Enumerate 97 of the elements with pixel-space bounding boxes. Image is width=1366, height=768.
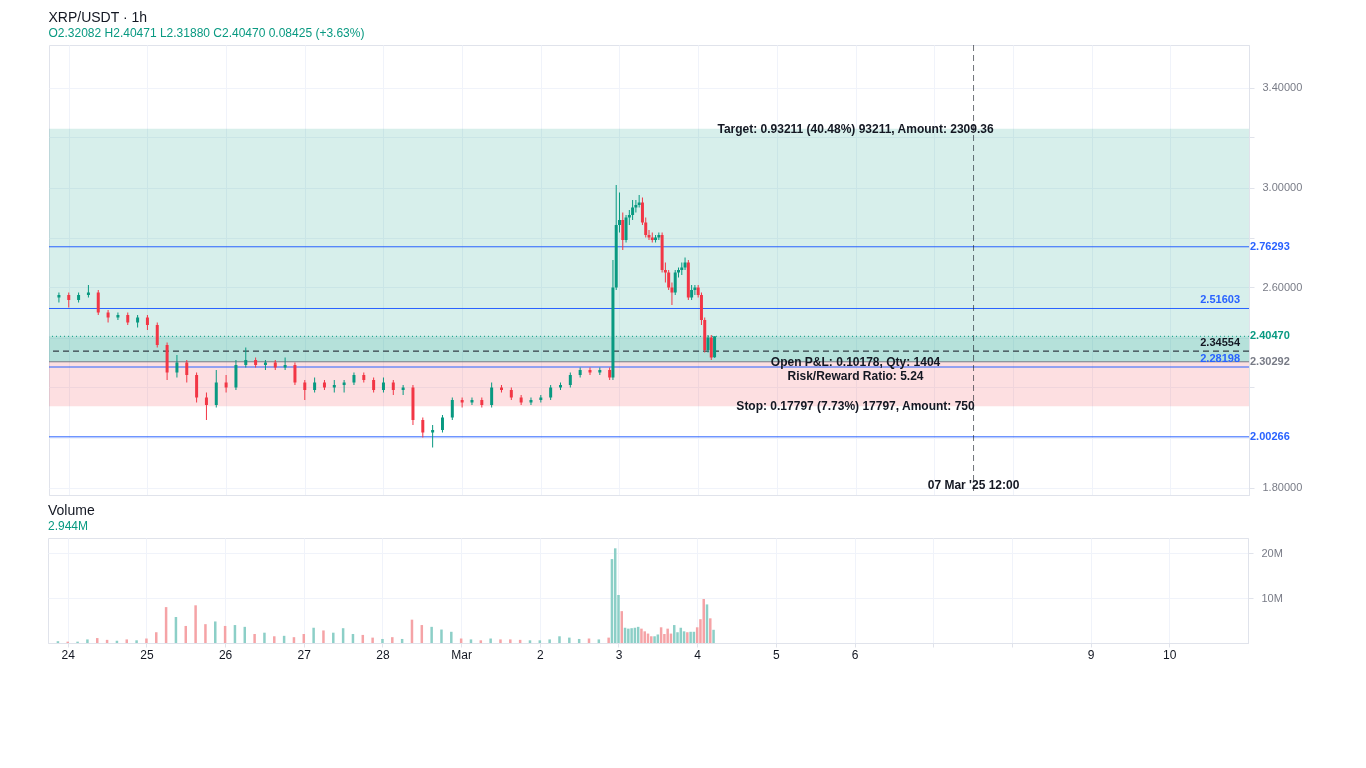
- candlestick: [303, 379, 307, 401]
- bar: [381, 638, 384, 643]
- bar: [440, 629, 443, 643]
- x-tick-label: 10: [1163, 647, 1177, 662]
- bar: [96, 638, 99, 643]
- bar: [332, 632, 335, 643]
- bar: [263, 632, 266, 643]
- y-tick-label: 3.00000: [1262, 181, 1303, 193]
- x-tick-label: 4: [694, 647, 702, 662]
- x-tick-label: 6: [851, 647, 859, 662]
- candlestick: [116, 312, 120, 321]
- annotation: Target: 0.93211 (40.48%) 93211, Amount: 2309.36: [717, 121, 994, 136]
- candlestick: [57, 292, 61, 303]
- bar: [214, 621, 217, 643]
- bar: [194, 605, 197, 643]
- bar: [709, 618, 712, 643]
- candlestick: [234, 359, 238, 391]
- ref-line-label: 2.00266: [1250, 429, 1290, 442]
- chart-subtitle: O2.32082 H2.40471 L2.31880 C2.40470 0.08425 (+3.63%): [48, 25, 365, 40]
- ref-line-label: 2.30292: [1250, 354, 1290, 367]
- candlestick: [631, 199, 635, 221]
- ref-line-label: 2.51603: [1200, 293, 1240, 306]
- bar: [607, 637, 610, 643]
- bar: [702, 599, 705, 643]
- y-tick-label: 20M: [1261, 546, 1283, 559]
- ref-line-label: 2.34554: [1200, 336, 1241, 349]
- x-tick-label: 9: [1087, 647, 1095, 662]
- bar: [640, 628, 643, 643]
- bar: [145, 638, 148, 643]
- bar: [643, 631, 646, 643]
- candlestick: [175, 354, 179, 378]
- x-tick-label: 2: [536, 647, 544, 662]
- candlestick: [450, 397, 454, 421]
- bar: [135, 640, 138, 643]
- candlestick: [224, 374, 228, 393]
- ref-line-label: 2.28198: [1200, 352, 1240, 365]
- bar: [548, 639, 551, 643]
- bar: [86, 639, 89, 643]
- annotation: Stop: 0.17797 (7.73%) 17797, Amount: 750: [736, 399, 976, 414]
- bar: [627, 628, 630, 643]
- y-tick-label: 3.40000: [1262, 81, 1303, 93]
- candlestick: [431, 424, 435, 448]
- bar: [712, 629, 715, 643]
- x-tick-label: 28: [376, 647, 390, 662]
- bar: [666, 628, 669, 643]
- x-tick-label: 27: [297, 647, 312, 662]
- bar: [253, 634, 256, 643]
- candlestick: [214, 369, 218, 408]
- bar: [630, 628, 633, 643]
- bar: [489, 638, 492, 643]
- chart-title: XRP/USDT · 1h: [48, 8, 148, 25]
- candlestick: [529, 397, 533, 406]
- candlestick: [519, 394, 523, 406]
- candlestick: [195, 372, 199, 403]
- x-tick-label: 24: [61, 647, 76, 662]
- bar: [509, 639, 512, 643]
- bar: [558, 636, 561, 643]
- bar: [371, 637, 374, 643]
- bar: [204, 624, 207, 643]
- bar: [450, 631, 453, 643]
- chart-subtitle: 2.944M: [48, 519, 89, 533]
- bar: [391, 637, 394, 643]
- candlestick: [293, 362, 297, 386]
- candlestick: [155, 322, 159, 348]
- candlestick: [421, 417, 425, 438]
- candlestick: [624, 214, 628, 243]
- annotation: Open P&L: 0.10178, Qty: 1404 Risk/Reward Ratio: 5.24: [770, 354, 941, 383]
- x-tick-label: 25: [140, 647, 154, 662]
- candlestick: [185, 359, 189, 383]
- bar: [499, 639, 502, 643]
- x-tick-label: Mar: [451, 647, 472, 662]
- ref-line-label: 07 Mar '25 12:00: [927, 478, 1020, 492]
- bar: [322, 630, 325, 643]
- candlestick: [588, 367, 592, 376]
- bar: [430, 626, 433, 643]
- candlestick: [470, 397, 474, 406]
- candlestick: [683, 257, 687, 271]
- bar: [568, 637, 571, 643]
- candlestick: [244, 347, 248, 368]
- candlestick: [204, 392, 208, 421]
- y-tick-label: 2.60000: [1262, 281, 1303, 293]
- x-tick-label: 5: [773, 647, 781, 662]
- candlestick: [106, 309, 110, 323]
- bar: [273, 636, 276, 643]
- candlestick: [283, 357, 287, 371]
- y-tick-label: 1.80000: [1262, 481, 1303, 493]
- chart-title: Volume: [48, 502, 95, 518]
- bar: [155, 632, 158, 643]
- candlestick: [490, 382, 494, 408]
- y-tick-label: 10M: [1261, 591, 1283, 604]
- ref-line-label: 2.40470: [1250, 329, 1290, 342]
- candlestick: [460, 397, 464, 408]
- x-tick-label: 3: [615, 647, 623, 662]
- ref-line-label: 2.76293: [1250, 239, 1290, 252]
- candlestick: [96, 289, 100, 316]
- x-tick-label: 26: [218, 647, 233, 662]
- bar: [312, 627, 315, 643]
